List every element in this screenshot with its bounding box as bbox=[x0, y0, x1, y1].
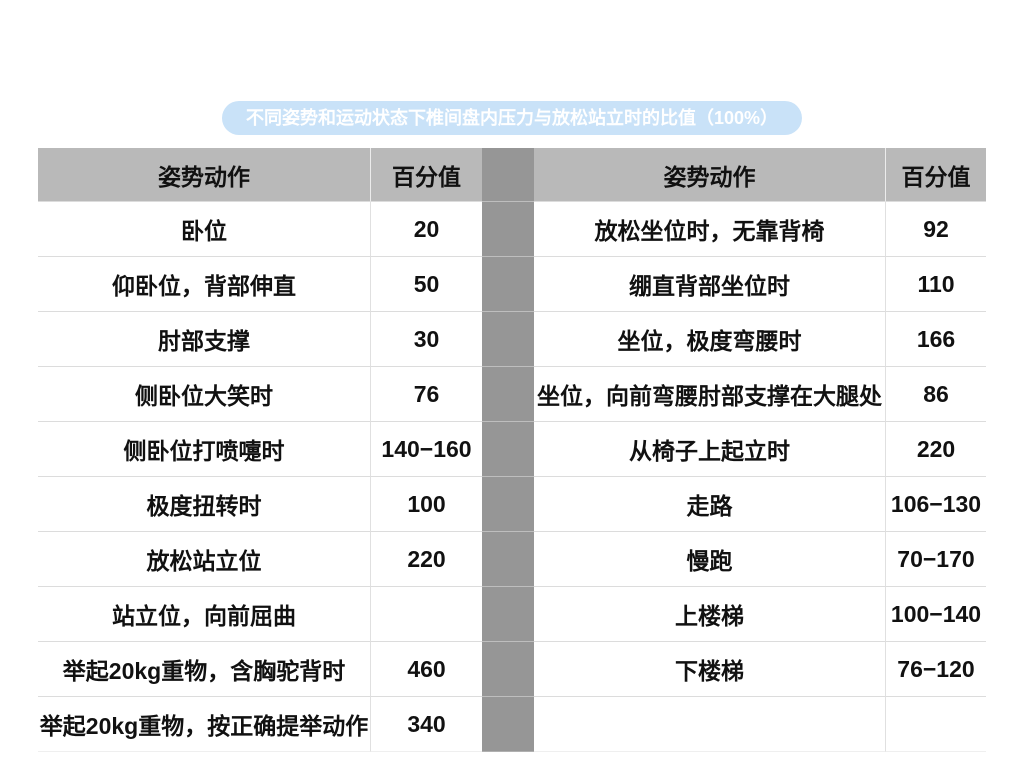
divider-column-cell bbox=[482, 367, 534, 422]
divider-column-cell bbox=[482, 642, 534, 697]
table-cell-left-percent: 220 bbox=[370, 532, 482, 587]
divider-column-header bbox=[482, 148, 534, 202]
table-cell-right-percent: 100−140 bbox=[885, 587, 986, 642]
divider-column-cell bbox=[482, 477, 534, 532]
table-cell-left-posture: 仰卧位，背部伸直 bbox=[38, 257, 370, 312]
table-cell-right-percent: 76−120 bbox=[885, 642, 986, 697]
table-cell-left-posture: 举起20kg重物，按正确提举动作 bbox=[38, 697, 370, 752]
table-cell-left-percent: 20 bbox=[370, 202, 482, 257]
table-cell-left-percent: 100 bbox=[370, 477, 482, 532]
table-cell-left-posture: 放松站立位 bbox=[38, 532, 370, 587]
table-cell-left-posture: 卧位 bbox=[38, 202, 370, 257]
table-cell-right-posture: 从椅子上起立时 bbox=[534, 422, 885, 477]
table-cell-left-posture: 侧卧位大笑时 bbox=[38, 367, 370, 422]
divider-column-cell bbox=[482, 202, 534, 257]
table-cell-right-percent: 110 bbox=[885, 257, 986, 312]
column-header-right-posture: 姿势动作 bbox=[534, 148, 885, 202]
table-cell-right-percent: 220 bbox=[885, 422, 986, 477]
table-cell-right-percent: 106−130 bbox=[885, 477, 986, 532]
table-cell-right-percent: 92 bbox=[885, 202, 986, 257]
table-cell-left-percent: 140−160 bbox=[370, 422, 482, 477]
table-cell-right-posture: 走路 bbox=[534, 477, 885, 532]
table-cell-left-percent: 30 bbox=[370, 312, 482, 367]
divider-column-cell bbox=[482, 697, 534, 752]
table-cell-right-posture: 绷直背部坐位时 bbox=[534, 257, 885, 312]
table-cell-right-posture: 放松坐位时，无靠背椅 bbox=[534, 202, 885, 257]
table-cell-right-posture: 下楼梯 bbox=[534, 642, 885, 697]
divider-column-cell bbox=[482, 532, 534, 587]
table-cell-left-percent: 460 bbox=[370, 642, 482, 697]
page-title: 不同姿势和运动状态下椎间盘内压力与放松站立时的比值（100%） bbox=[221, 101, 803, 135]
divider-column-cell bbox=[482, 422, 534, 477]
table-cell-left-percent: 50 bbox=[370, 257, 482, 312]
table-cell-left-posture: 肘部支撑 bbox=[38, 312, 370, 367]
divider-column-cell bbox=[482, 312, 534, 367]
pressure-ratio-table: 姿势动作 百分值 姿势动作 百分值 卧位 20 放松坐位时，无靠背椅 92 仰卧位，背部… bbox=[38, 148, 986, 752]
table-cell-right-posture: 上楼梯 bbox=[534, 587, 885, 642]
table-cell-left-posture: 站立位，向前屈曲 bbox=[38, 587, 370, 642]
table-cell-left-percent bbox=[370, 587, 482, 642]
table-cell-left-posture: 侧卧位打喷嚏时 bbox=[38, 422, 370, 477]
table-cell-right-posture: 坐位，极度弯腰时 bbox=[534, 312, 885, 367]
table-cell-right-posture: 坐位，向前弯腰肘部支撑在大腿处 bbox=[534, 367, 885, 422]
table-cell-left-percent: 76 bbox=[370, 367, 482, 422]
divider-column-cell bbox=[482, 257, 534, 312]
table-cell-right-percent: 70−170 bbox=[885, 532, 986, 587]
table-cell-left-posture: 极度扭转时 bbox=[38, 477, 370, 532]
table-cell-left-percent: 340 bbox=[370, 697, 482, 752]
table-cell-right-posture bbox=[534, 697, 885, 752]
table-cell-right-percent: 166 bbox=[885, 312, 986, 367]
divider-column-cell bbox=[482, 587, 534, 642]
column-header-left-percent: 百分值 bbox=[370, 148, 482, 202]
column-header-right-percent: 百分值 bbox=[885, 148, 986, 202]
column-header-left-posture: 姿势动作 bbox=[38, 148, 370, 202]
table-cell-right-percent: 86 bbox=[885, 367, 986, 422]
table-cell-right-percent bbox=[885, 697, 986, 752]
table-cell-right-posture: 慢跑 bbox=[534, 532, 885, 587]
table-cell-left-posture: 举起20kg重物，含胸驼背时 bbox=[38, 642, 370, 697]
